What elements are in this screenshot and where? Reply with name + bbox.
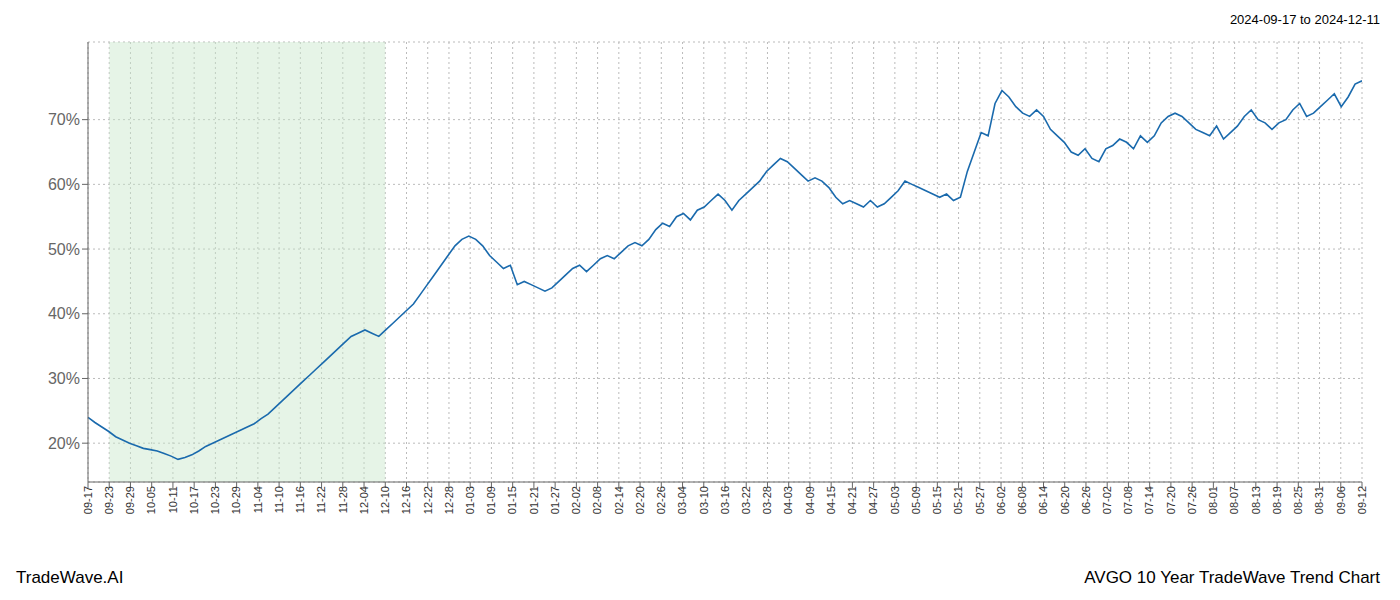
svg-text:06-20: 06-20 [1059, 486, 1071, 514]
svg-text:04-27: 04-27 [867, 486, 879, 514]
svg-text:02-14: 02-14 [613, 486, 625, 514]
svg-text:12-28: 12-28 [443, 486, 455, 514]
svg-text:12-10: 12-10 [379, 486, 391, 514]
svg-text:01-03: 01-03 [464, 486, 476, 514]
svg-text:70%: 70% [48, 111, 80, 128]
svg-text:01-21: 01-21 [528, 486, 540, 514]
svg-text:50%: 50% [48, 241, 80, 258]
svg-text:12-04: 12-04 [358, 486, 370, 514]
html-text:TradeWave.AI: TradeWave.AI [16, 568, 124, 587]
svg-text:05-21: 05-21 [952, 486, 964, 514]
svg-text:07-02: 07-02 [1101, 486, 1113, 514]
svg-text:09-29: 09-29 [124, 486, 136, 514]
svg-text:07-14: 07-14 [1143, 486, 1155, 514]
svg-text:01-27: 01-27 [549, 486, 561, 514]
svg-text:08-01: 08-01 [1207, 486, 1219, 514]
svg-text:10-05: 10-05 [146, 486, 158, 514]
svg-text:02-02: 02-02 [570, 486, 582, 514]
svg-text:20%: 20% [48, 435, 80, 452]
svg-text:06-14: 06-14 [1037, 486, 1049, 514]
svg-text:11-22: 11-22 [315, 486, 327, 513]
svg-text:12-16: 12-16 [400, 486, 412, 514]
svg-text:09-17: 09-17 [82, 486, 94, 514]
svg-text:05-09: 05-09 [910, 486, 922, 514]
svg-text:08-25: 08-25 [1292, 486, 1304, 514]
svg-text:06-02: 06-02 [995, 486, 1007, 514]
svg-text:02-08: 02-08 [591, 486, 603, 514]
svg-text:07-26: 07-26 [1186, 486, 1198, 514]
svg-text:07-20: 07-20 [1165, 486, 1177, 514]
svg-text:05-15: 05-15 [931, 486, 943, 514]
svg-text:11-16: 11-16 [294, 486, 306, 513]
svg-text:04-03: 04-03 [783, 486, 795, 514]
svg-text:03-10: 03-10 [698, 486, 710, 514]
svg-text:09-12: 09-12 [1356, 486, 1368, 514]
svg-text:30%: 30% [48, 370, 80, 387]
svg-text:11-10: 11-10 [273, 486, 285, 513]
html-text:AVGO 10 Year TradeWave Trend C: AVGO 10 Year TradeWave Trend Chart [1084, 568, 1380, 587]
svg-text:03-04: 03-04 [676, 486, 688, 514]
svg-text:07-08: 07-08 [1122, 486, 1134, 514]
svg-text:12-22: 12-22 [422, 486, 434, 514]
svg-text:08-13: 08-13 [1250, 486, 1262, 514]
svg-text:05-27: 05-27 [974, 486, 986, 514]
svg-text:08-19: 08-19 [1271, 486, 1283, 514]
svg-text:06-26: 06-26 [1080, 486, 1092, 514]
svg-text:06-08: 06-08 [1016, 486, 1028, 514]
html-text:2024-09-17 to 2024-12-11: 2024-09-17 to 2024-12-11 [1229, 12, 1380, 27]
svg-text:10-29: 10-29 [230, 486, 242, 514]
svg-text:40%: 40% [48, 305, 80, 322]
svg-text:10-11: 10-11 [167, 486, 179, 513]
svg-text:11-28: 11-28 [337, 486, 349, 513]
svg-text:01-15: 01-15 [506, 486, 518, 514]
svg-text:04-15: 04-15 [825, 486, 837, 514]
svg-text:05-03: 05-03 [889, 486, 901, 514]
svg-text:04-21: 04-21 [846, 486, 858, 514]
svg-text:01-09: 01-09 [485, 486, 497, 514]
svg-text:04-09: 04-09 [804, 486, 816, 514]
svg-text:09-06: 09-06 [1335, 486, 1347, 514]
svg-text:60%: 60% [48, 176, 80, 193]
svg-text:03-28: 03-28 [761, 486, 773, 514]
svg-text:03-22: 03-22 [740, 486, 752, 514]
svg-text:08-07: 08-07 [1228, 486, 1240, 514]
svg-text:02-26: 02-26 [655, 486, 667, 514]
svg-text:10-17: 10-17 [188, 486, 200, 514]
svg-text:10-23: 10-23 [209, 486, 221, 514]
svg-text:11-04: 11-04 [252, 486, 264, 513]
svg-text:08-31: 08-31 [1313, 486, 1325, 514]
svg-text:03-16: 03-16 [719, 486, 731, 514]
svg-text:09-23: 09-23 [103, 486, 115, 514]
svg-text:02-20: 02-20 [634, 486, 646, 514]
